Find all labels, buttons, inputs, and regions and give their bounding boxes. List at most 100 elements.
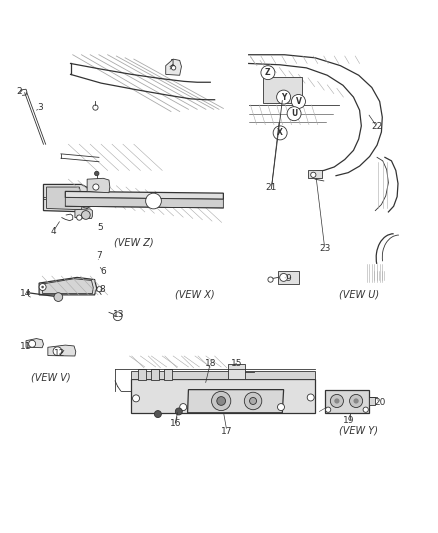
Polygon shape [48, 345, 76, 356]
Polygon shape [65, 191, 223, 199]
Circle shape [244, 392, 262, 410]
Text: 12: 12 [54, 349, 65, 358]
Text: X: X [277, 128, 283, 138]
Text: 1: 1 [170, 59, 176, 68]
Ellipse shape [71, 284, 79, 286]
Bar [325, 390, 369, 413]
Text: (VEW U): (VEW U) [339, 290, 379, 300]
Text: (VEW Z): (VEW Z) [114, 238, 154, 247]
Circle shape [154, 410, 161, 417]
Circle shape [217, 397, 226, 405]
Circle shape [79, 194, 93, 208]
Bar [308, 169, 322, 179]
Circle shape [95, 171, 99, 176]
Text: 20: 20 [375, 398, 386, 407]
Polygon shape [43, 184, 90, 212]
Text: 19: 19 [343, 416, 355, 425]
Circle shape [287, 107, 301, 120]
Text: 5: 5 [97, 223, 103, 232]
Circle shape [278, 403, 285, 410]
Circle shape [280, 273, 288, 281]
Circle shape [54, 293, 63, 302]
Circle shape [325, 407, 331, 413]
Text: 16: 16 [170, 419, 181, 428]
Circle shape [273, 126, 287, 140]
Circle shape [97, 287, 102, 292]
Circle shape [291, 94, 305, 108]
Text: 8: 8 [99, 285, 105, 294]
Circle shape [363, 407, 368, 413]
Circle shape [311, 172, 316, 177]
Polygon shape [46, 187, 83, 210]
Text: V: V [296, 97, 301, 106]
Circle shape [334, 398, 339, 403]
Bar [151, 369, 159, 380]
Text: (VEW X): (VEW X) [175, 290, 215, 300]
Text: 7: 7 [96, 251, 102, 260]
Polygon shape [39, 277, 97, 295]
Text: 11: 11 [20, 342, 32, 351]
Ellipse shape [195, 384, 208, 393]
Text: 3: 3 [37, 103, 43, 111]
Text: 22: 22 [371, 122, 383, 131]
Circle shape [93, 105, 98, 110]
Text: 18: 18 [205, 359, 216, 368]
Polygon shape [187, 390, 284, 413]
Bar [164, 369, 172, 380]
Text: 23: 23 [319, 244, 330, 253]
Circle shape [77, 215, 82, 220]
Circle shape [41, 286, 44, 288]
Circle shape [277, 90, 290, 104]
Circle shape [268, 277, 273, 282]
Text: U: U [291, 109, 297, 118]
Text: Y: Y [281, 93, 286, 102]
Ellipse shape [71, 286, 79, 289]
Bar [263, 77, 302, 103]
Text: (VEW Y): (VEW Y) [339, 425, 378, 435]
Circle shape [93, 184, 99, 190]
Circle shape [53, 347, 62, 356]
Text: 15: 15 [231, 359, 242, 368]
Text: 2: 2 [16, 87, 22, 96]
Polygon shape [131, 379, 315, 413]
Bar [138, 369, 146, 380]
Circle shape [28, 340, 35, 348]
Ellipse shape [71, 289, 79, 292]
Text: 6: 6 [100, 267, 106, 276]
Circle shape [83, 198, 89, 204]
Polygon shape [42, 279, 93, 294]
Polygon shape [131, 372, 315, 379]
Circle shape [330, 394, 343, 408]
Circle shape [353, 398, 359, 403]
Text: 21: 21 [266, 183, 277, 192]
Polygon shape [166, 59, 181, 75]
Bar [278, 271, 299, 284]
Circle shape [39, 284, 46, 290]
Circle shape [133, 395, 140, 402]
Text: 9: 9 [285, 274, 291, 283]
Text: (VEW V): (VEW V) [31, 373, 71, 383]
Polygon shape [65, 198, 223, 208]
Circle shape [350, 394, 363, 408]
Circle shape [180, 403, 187, 410]
Polygon shape [26, 338, 43, 348]
Circle shape [212, 391, 231, 410]
Circle shape [81, 211, 90, 220]
Text: 14: 14 [20, 289, 32, 298]
Polygon shape [75, 209, 92, 219]
Bar [228, 364, 245, 379]
Circle shape [261, 66, 275, 79]
Text: 17: 17 [221, 427, 233, 436]
Ellipse shape [159, 386, 173, 396]
Circle shape [175, 408, 182, 415]
Circle shape [307, 394, 314, 401]
Circle shape [171, 66, 176, 70]
Circle shape [113, 312, 122, 321]
Circle shape [250, 398, 257, 405]
Text: Z: Z [265, 68, 271, 77]
Text: 4: 4 [50, 227, 56, 236]
Circle shape [146, 193, 161, 209]
Polygon shape [87, 179, 110, 193]
Bar [369, 398, 375, 405]
Text: 13: 13 [113, 310, 124, 319]
